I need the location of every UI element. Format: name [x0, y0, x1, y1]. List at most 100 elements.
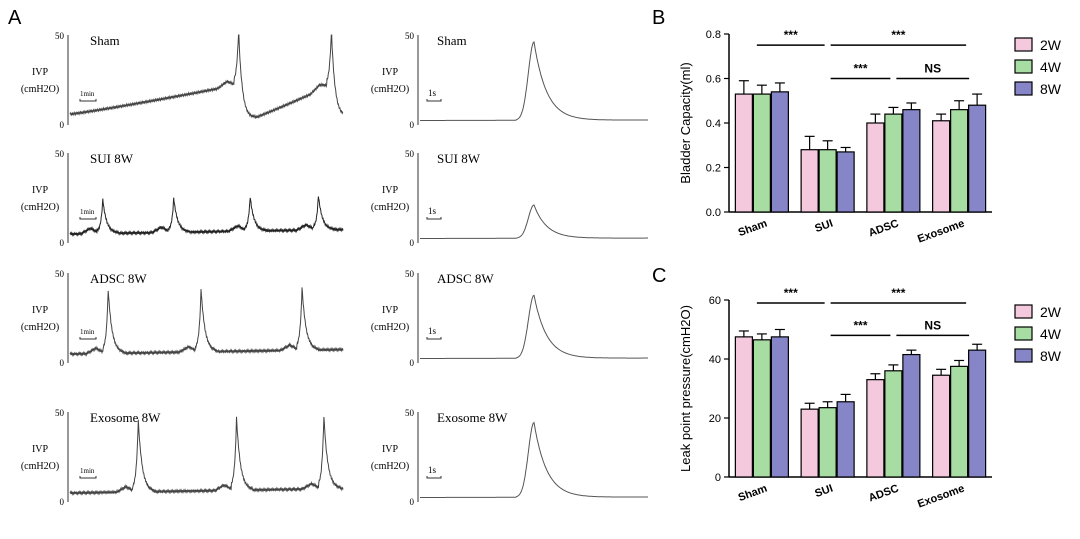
y-tick-label: 0.4 — [706, 118, 721, 130]
bar — [836, 401, 855, 478]
ivp-trace-single — [420, 204, 648, 239]
scale-bar — [426, 476, 442, 479]
panel-letter-a: A — [8, 7, 22, 29]
bar — [932, 120, 951, 213]
trace-y-tick-max: 50 — [55, 269, 65, 279]
trace-ylabel: IVP — [32, 67, 49, 78]
bar — [800, 408, 819, 478]
trace-title: SUI 8W — [437, 151, 481, 166]
scale-bar-label: 1s — [428, 206, 437, 216]
scale-bar-label: 1min — [80, 467, 95, 475]
trace-y-tick-min: 0 — [60, 358, 65, 368]
bar — [752, 339, 771, 478]
scale-bar — [79, 99, 97, 102]
trace-ylabel: IVP — [382, 305, 399, 316]
panel-letter-c: C — [652, 265, 666, 287]
trace-y-tick-max: 50 — [405, 31, 415, 41]
significance-label: *** — [891, 28, 905, 42]
trace-title: Sham — [437, 33, 467, 48]
bar — [950, 109, 969, 213]
x-tick-label: Exosome — [916, 218, 966, 246]
legend-label: 4W — [1040, 59, 1062, 75]
leak-point-pressure-chart: 0 20 40 60 Leak point pressure(cmH2O) Sham SUI… — [678, 286, 1062, 511]
panel-letter-b: B — [652, 7, 665, 29]
x-tick-label: ADSC — [867, 218, 900, 240]
legend-swatch — [1014, 348, 1033, 363]
legend-swatch — [1014, 59, 1033, 74]
y-axis-label: Bladder Capacity(ml) — [678, 62, 693, 183]
scale-bar-label: 1s — [428, 88, 437, 98]
trace-ylabel: IVP — [32, 305, 49, 316]
ivp-trace-long — [69, 287, 344, 357]
bar — [884, 113, 903, 213]
bar — [932, 374, 951, 478]
trace-y-tick-max: 50 — [55, 408, 65, 418]
trace-y-tick-max: 50 — [55, 31, 65, 41]
x-tick-label: SUI — [813, 218, 834, 236]
scale-bar-label: 1min — [80, 90, 95, 98]
significance-label: NS — [924, 318, 941, 332]
bar — [968, 104, 987, 213]
trace-ylabel: IVP — [382, 67, 399, 78]
trace-title: ADSC 8W — [437, 271, 494, 286]
significance-label: *** — [784, 28, 798, 42]
ivp-trace-single — [420, 421, 648, 498]
significance-label: *** — [784, 286, 798, 300]
trace-ylabel-unit: (cmH2O) — [21, 84, 59, 95]
bar — [818, 407, 837, 478]
bar — [902, 109, 921, 213]
x-tick-label: SUI — [813, 483, 834, 501]
trace-ylabel-unit: (cmH2O) — [371, 461, 409, 472]
scale-bar-label: 1min — [80, 328, 95, 336]
bar — [770, 336, 789, 478]
trace-ylabel: IVP — [382, 185, 399, 196]
bar — [902, 353, 921, 478]
legend-label: 2W — [1040, 304, 1062, 320]
ivp-trace-long — [69, 416, 344, 496]
trace-y-tick-min: 0 — [60, 120, 65, 130]
y-tick-label: 0 — [715, 472, 721, 484]
trace-ylabel-unit: (cmH2O) — [371, 84, 409, 95]
ivp-traces: 50 0 IVP (cmH2O) Sham 1min 50 0 IVP (cmH2O) Sham 1s… — [21, 31, 648, 507]
bar — [836, 151, 855, 213]
trace-y-tick-min: 0 — [60, 238, 65, 248]
bladder-capacity-chart: 0.0 0.2 0.4 0.6 0.8 Bladder Capacity(ml) Sham S… — [678, 28, 1062, 245]
scale-bar — [79, 217, 97, 220]
bar — [752, 93, 771, 213]
y-tick-label: 0.2 — [706, 163, 721, 175]
scale-bar — [79, 476, 97, 479]
significance-label: *** — [891, 286, 905, 300]
legend-label: 4W — [1040, 326, 1062, 342]
trace-y-tick-min: 0 — [410, 497, 415, 507]
legend-swatch — [1014, 37, 1033, 52]
x-tick-label: Exosome — [916, 483, 966, 511]
trace-y-tick-max: 50 — [405, 408, 415, 418]
legend-swatch — [1014, 304, 1033, 319]
trace-ylabel: IVP — [32, 444, 49, 455]
ivp-trace-single — [420, 41, 648, 121]
bar — [818, 149, 837, 213]
legend-label: 2W — [1040, 37, 1062, 53]
y-tick-label: 0.0 — [706, 207, 721, 219]
trace-y-tick-max: 50 — [405, 269, 415, 279]
y-tick-label: 40 — [709, 354, 721, 366]
trace-ylabel-unit: (cmH2O) — [21, 202, 59, 213]
trace-ylabel: IVP — [32, 185, 49, 196]
bar — [866, 379, 885, 478]
trace-title: Exosome 8W — [90, 410, 161, 425]
scale-bar — [426, 217, 442, 220]
ivp-trace-long — [69, 196, 344, 237]
legend-swatch — [1014, 326, 1033, 341]
scale-bar — [79, 337, 97, 340]
trace-y-tick-min: 0 — [410, 120, 415, 130]
trace-ylabel-unit: (cmH2O) — [371, 322, 409, 333]
trace-title: Exosome 8W — [437, 410, 508, 425]
trace-y-tick-min: 0 — [410, 358, 415, 368]
bar — [734, 93, 753, 213]
scale-bar-label: 1min — [80, 208, 95, 216]
legend-label: 8W — [1040, 81, 1062, 97]
scale-bar-label: 1s — [428, 465, 437, 475]
x-tick-label: ADSC — [867, 483, 900, 505]
scale-bar — [426, 99, 442, 102]
